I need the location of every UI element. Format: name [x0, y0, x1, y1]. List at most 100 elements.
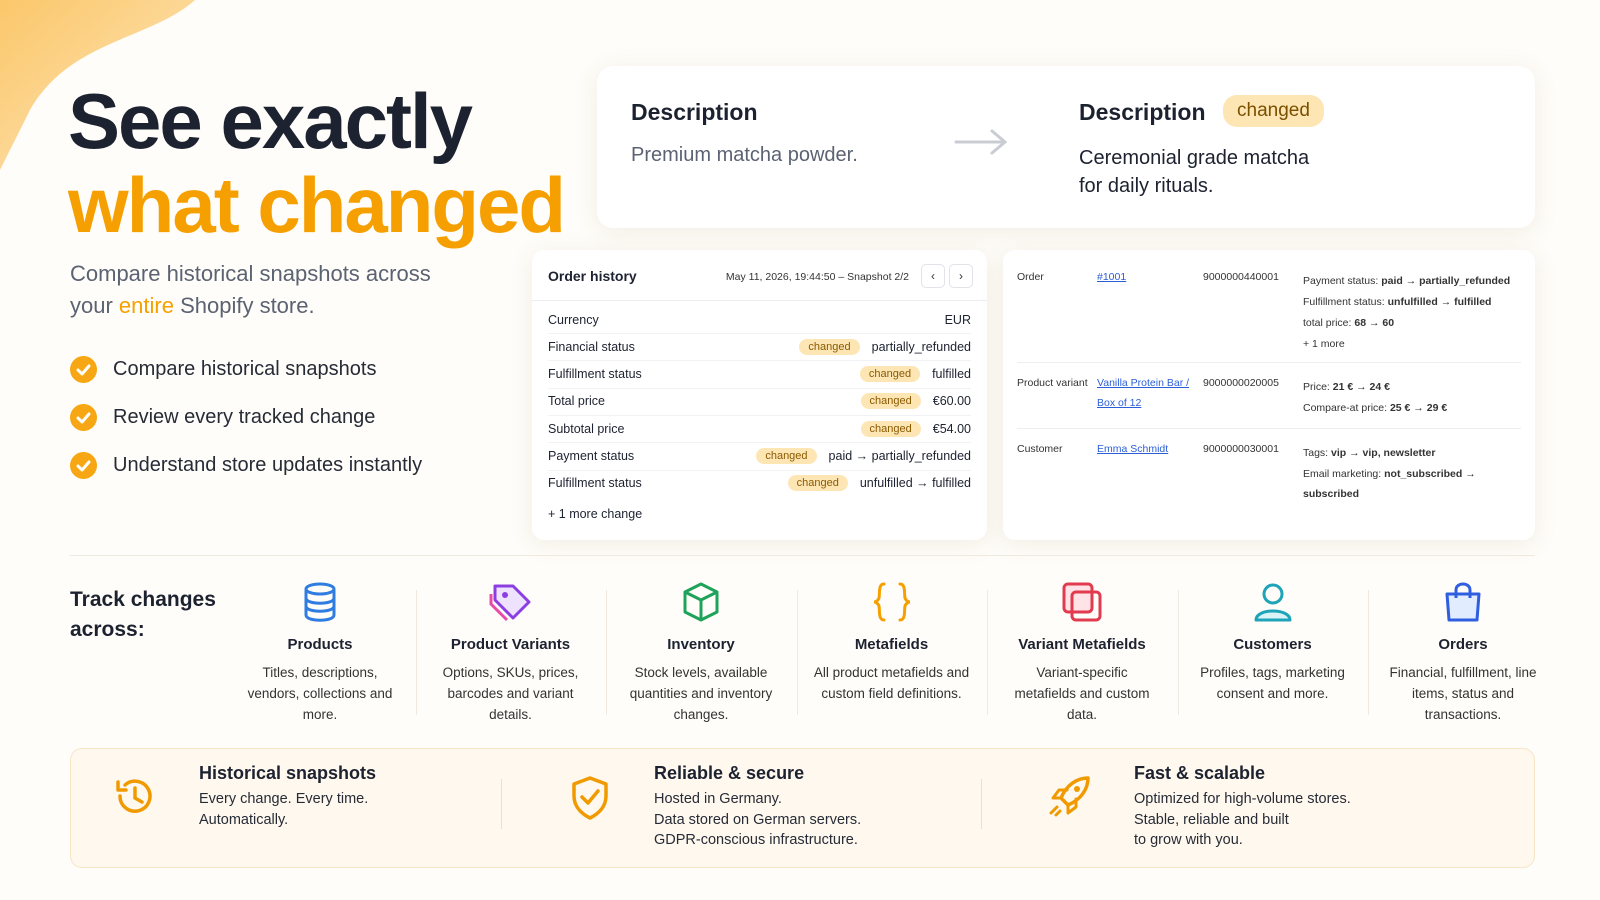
row-badge: changed: [860, 393, 921, 410]
row-label: Fulfillment status: [548, 476, 642, 491]
category-icon: [683, 582, 719, 622]
row-badge: changed: [860, 420, 921, 437]
description-card: Description Premium matcha powder. Descrip…: [597, 66, 1535, 228]
blob-shape: [0, 0, 195, 170]
feature-divider: [501, 779, 502, 829]
entity-type: Order: [1017, 271, 1044, 283]
icon-shape: [1070, 590, 1102, 622]
check-mark: [76, 460, 91, 472]
icon-shape: [572, 776, 608, 820]
detail-label: Price:: [1303, 381, 1330, 393]
category-icon: [1445, 582, 1481, 622]
detail-line: + 1 more: [1303, 334, 1523, 354]
section-divider: [70, 555, 1535, 556]
detail-label: Tags:: [1303, 447, 1329, 459]
bullet-text: Review every tracked change: [113, 406, 376, 428]
row-badge: changed: [859, 366, 921, 383]
detail-label: + 1 more: [1303, 338, 1345, 350]
feature-line: Every change. Every time.: [199, 791, 369, 807]
row-label: Payment status: [548, 449, 635, 463]
row-separator: [1017, 362, 1521, 363]
icon-shape: [489, 594, 508, 622]
order-row: Payment status changed paid → partially_re…: [548, 443, 971, 471]
icon-shape: [683, 582, 719, 622]
next-button[interactable]: ›: [949, 264, 973, 288]
track-icon: [870, 580, 914, 629]
track-description: Titles, descriptions, vendors, collectio…: [247, 665, 393, 722]
track-description: Financial, fulfillment, line items, stat…: [1389, 665, 1537, 722]
check-icon: [70, 404, 97, 431]
entity-link[interactable]: Emma Schmidt: [1097, 443, 1169, 455]
prev-button[interactable]: ‹: [921, 264, 945, 288]
subtitle-text: Shopify store.: [173, 293, 315, 318]
detail-label: Payment status:: [1303, 275, 1379, 287]
icon-shape: [133, 786, 144, 804]
icon-shape: [1254, 609, 1291, 622]
icon-shape: [76, 412, 91, 424]
check-mark: [76, 364, 91, 376]
feature-icon-shape: [1049, 776, 1090, 817]
category-icon: [1254, 583, 1291, 622]
order-history-title: Order history: [548, 268, 637, 284]
row-badge: changed: [799, 338, 860, 355]
track-description: All product metafields and custom field …: [813, 665, 970, 701]
track-title: Metafields: [854, 636, 929, 653]
detail-label: Email marketing:: [1303, 468, 1382, 480]
feature-icon-shape: [572, 776, 608, 820]
detail-line: Compare-at price: 25 € → 29 €: [1303, 398, 1523, 418]
row-value: €60.00: [932, 394, 971, 409]
icon-shape: [76, 364, 91, 376]
feature-line: Hosted in Germany.: [654, 791, 782, 807]
check-mark: [76, 412, 91, 424]
entity-id: 9000000020005: [1203, 377, 1279, 389]
track-icon: [679, 580, 723, 629]
order-row: Total price changed €60.00: [548, 388, 971, 416]
features-bar: Historical snapshots Every change. Every …: [70, 748, 1535, 868]
old-title: Description: [631, 99, 758, 125]
bullet-text: Understand store updates instantly: [113, 454, 423, 476]
icon-shape: [116, 780, 128, 792]
arrow-icon: [954, 129, 1008, 155]
feature-line: Data stored on German servers.: [654, 811, 862, 828]
row-badge: changed: [756, 448, 817, 464]
row-value: fulfilled: [932, 367, 971, 382]
icon-shape: [1062, 582, 1094, 614]
detail-value: 68 → 60: [1354, 317, 1395, 329]
snapshot-timestamp: May 11, 2026, 19:44:50 – Snapshot 2/2: [725, 271, 909, 283]
track-description: Profiles, tags, marketing consent and mo…: [1200, 665, 1345, 701]
entity-id: 9000000030001: [1203, 443, 1279, 455]
detail-label: total price:: [1303, 317, 1352, 329]
column-divider: [415, 590, 417, 715]
order-row: Fulfillment status changed fulfilled: [548, 361, 971, 389]
track-description: Variant-specific metafields and custom d…: [1014, 665, 1150, 722]
order-row: Fulfillment status changed unfulfilled → f…: [548, 470, 971, 497]
entity-type: Product variant: [1017, 377, 1088, 389]
entity-link[interactable]: #1001: [1097, 271, 1127, 283]
more-changes: + 1 more change: [548, 507, 643, 521]
row-label: Subtotal price: [548, 421, 625, 436]
row-value: EUR: [944, 312, 971, 327]
subtitle-highlight: entire: [118, 293, 174, 318]
row-value: paid → partially_refunded: [828, 449, 971, 463]
column-divider: [1177, 590, 1179, 715]
feature-line: Automatically.: [199, 811, 289, 828]
entity-link[interactable]: Vanilla Protein Bar / Box of 12: [1097, 377, 1190, 409]
order-history-card: Order history May 11, 2026, 19:44:50 – Sn…: [532, 250, 987, 540]
detail-line: Payment status: paid → partially_refunde…: [1303, 271, 1523, 291]
track-icon: [489, 580, 533, 629]
new-title: Description: [1079, 99, 1206, 125]
old-text: Premium matcha powder.: [631, 144, 858, 166]
hero-subtitle: Compare historical snapshots across your…: [70, 258, 470, 322]
entity-id: 9000000440001: [1203, 271, 1279, 283]
new-text: Ceremonial grade matcha for daily ritual…: [1079, 147, 1310, 197]
row-label: Currency: [548, 312, 599, 327]
detail-line: Fulfillment status: unfulfilled → fulfil…: [1303, 292, 1523, 312]
feature-divider: [981, 779, 982, 829]
category-icon: [873, 582, 910, 622]
track-icon: [1060, 580, 1104, 629]
entity-type: Customer: [1017, 443, 1063, 455]
subtitle-text: Compare historical snapshots across your: [70, 261, 431, 318]
changed-badge: changed: [1223, 95, 1324, 127]
track-icon: [1251, 580, 1295, 629]
